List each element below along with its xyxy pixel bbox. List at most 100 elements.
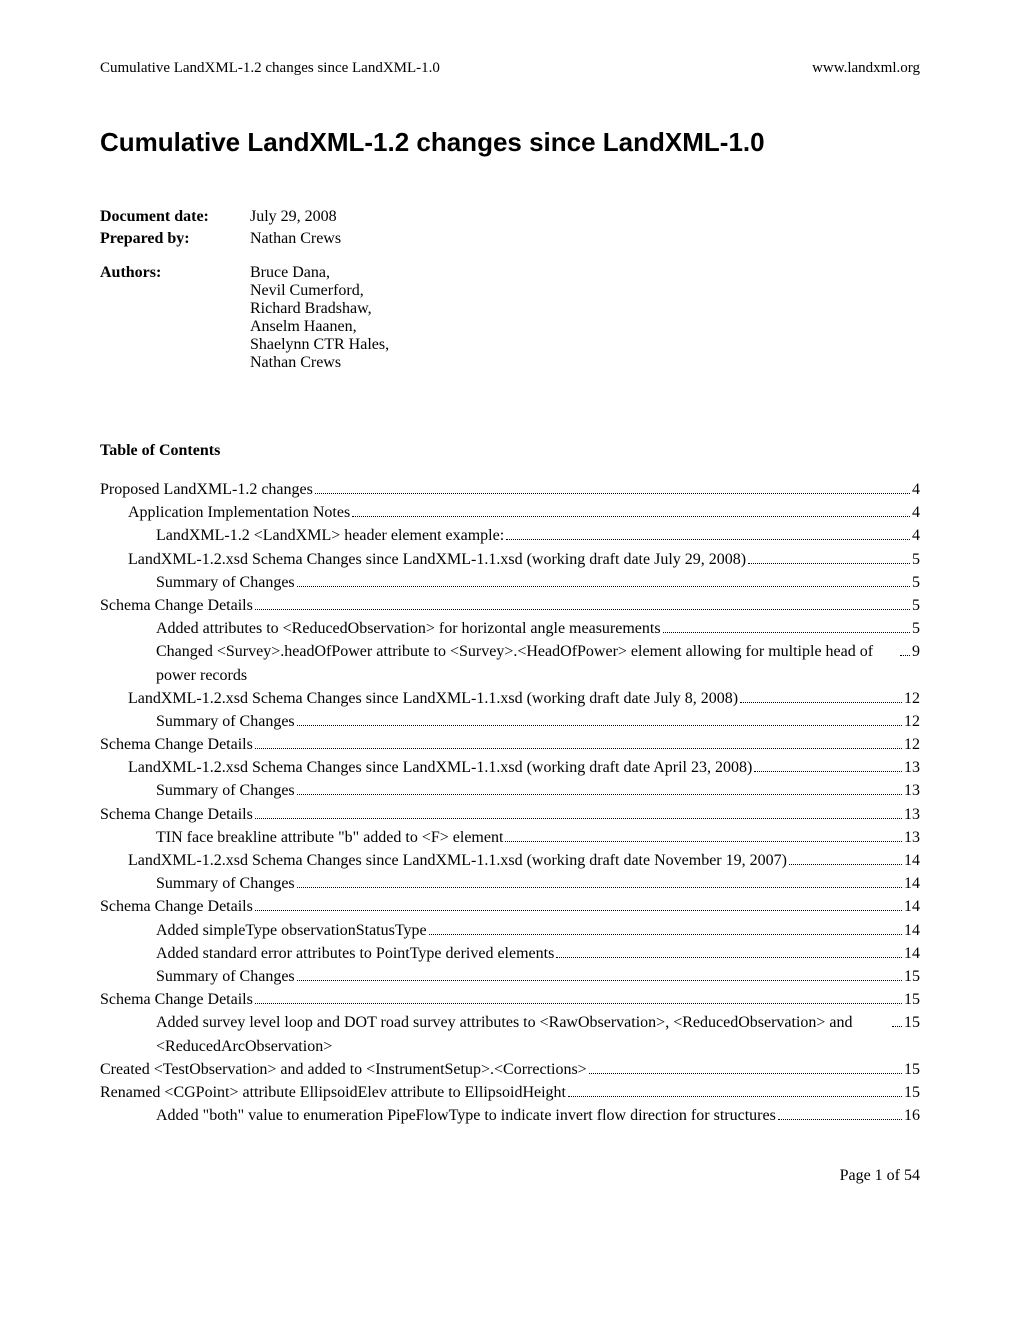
toc-entry: Added standard error attributes to Point… [100, 942, 920, 965]
toc-dots [297, 794, 902, 795]
toc-entry-page: 5 [912, 594, 920, 617]
toc-entry-page: 15 [904, 988, 920, 1011]
toc-entry-page: 15 [904, 1058, 920, 1081]
toc-dots [255, 910, 902, 911]
toc-entry-title: Schema Change Details [100, 803, 253, 826]
toc-entry-title: Added survey level loop and DOT road sur… [156, 1011, 890, 1057]
toc-entry-page: 4 [912, 501, 920, 524]
toc-dots [754, 771, 902, 772]
toc-dots [778, 1119, 902, 1120]
toc-entry: Created <TestObservation> and added to <… [100, 1058, 920, 1081]
toc-entry-title: Schema Change Details [100, 594, 253, 617]
toc-dots [748, 563, 910, 564]
toc-dots [297, 887, 902, 888]
toc-entry: LandXML-1.2.xsd Schema Changes since Lan… [100, 849, 920, 872]
authors-label: Authors: [100, 264, 250, 372]
toc-entry-title: Added attributes to <ReducedObservation>… [156, 617, 661, 640]
prepared-by-value: Nathan Crews [250, 230, 341, 248]
toc-entry-title: LandXML-1.2 <LandXML> header element exa… [156, 524, 504, 547]
toc-entry-page: 5 [912, 548, 920, 571]
toc-entry: Schema Change Details 13 [100, 803, 920, 826]
toc-entry: Application Implementation Notes 4 [100, 501, 920, 524]
toc-dots [505, 841, 902, 842]
toc-entry: Schema Change Details 15 [100, 988, 920, 1011]
toc-entry-title: Proposed LandXML-1.2 changes [100, 478, 313, 501]
toc-entry-page: 15 [904, 965, 920, 988]
toc-entry-page: 14 [904, 895, 920, 918]
toc-entry-title: Summary of Changes [156, 779, 295, 802]
toc-entry-title: LandXML-1.2.xsd Schema Changes since Lan… [128, 548, 746, 571]
toc-dots [297, 980, 902, 981]
toc-dots [255, 748, 902, 749]
toc-entry: Changed <Survey>.headOfPower attribute t… [100, 640, 920, 686]
toc-dots [589, 1073, 902, 1074]
toc-entry-title: Summary of Changes [156, 965, 295, 988]
toc-entry-title: LandXML-1.2.xsd Schema Changes since Lan… [128, 687, 738, 710]
toc-entry-page: 14 [904, 872, 920, 895]
toc-entry-page: 4 [912, 524, 920, 547]
header-right: www.landxml.org [812, 60, 920, 77]
toc-entry-title: LandXML-1.2.xsd Schema Changes since Lan… [128, 849, 787, 872]
toc-entry-page: 15 [904, 1081, 920, 1104]
toc-entry-title: TIN face breakline attribute "b" added t… [156, 826, 503, 849]
toc-dots [506, 539, 910, 540]
toc-entry-title: Application Implementation Notes [128, 501, 350, 524]
toc-entry-page: 16 [904, 1104, 920, 1127]
toc-entry-page: 15 [904, 1011, 920, 1034]
toc-dots [352, 516, 910, 517]
toc-dots [892, 1026, 902, 1027]
toc-entry-page: 9 [912, 640, 920, 663]
toc-entry: Schema Change Details 5 [100, 594, 920, 617]
toc-entry-page: 4 [912, 478, 920, 501]
toc-entry: Summary of Changes5 [100, 571, 920, 594]
toc-entry: Summary of Changes 14 [100, 872, 920, 895]
toc-entry: Renamed <CGPoint> attribute EllipsoidEle… [100, 1081, 920, 1104]
document-title: Cumulative LandXML-1.2 changes since Lan… [100, 127, 920, 158]
page-footer: Page 1 of 54 [100, 1167, 920, 1185]
toc-dots [789, 864, 902, 865]
toc-entry: LandXML-1.2.xsd Schema Changes since Lan… [100, 548, 920, 571]
toc-entry-page: 13 [904, 756, 920, 779]
toc-entry: Proposed LandXML-1.2 changes 4 [100, 478, 920, 501]
toc-dots [255, 609, 910, 610]
prepared-by-label: Prepared by: [100, 230, 250, 248]
toc-entry-title: Schema Change Details [100, 988, 253, 1011]
toc-dots [297, 725, 902, 726]
table-of-contents: Proposed LandXML-1.2 changes4Application… [100, 478, 920, 1127]
toc-entry-title: Schema Change Details [100, 733, 253, 756]
toc-entry-page: 13 [904, 826, 920, 849]
toc-entry-title: Summary of Changes [156, 872, 295, 895]
toc-dots [900, 655, 910, 656]
toc-entry-title: Added "both" value to enumeration PipeFl… [156, 1104, 776, 1127]
toc-entry-page: 5 [912, 617, 920, 640]
toc-entry: Schema Change Details 12 [100, 733, 920, 756]
toc-dots [429, 934, 902, 935]
toc-entry: Summary of Changes 13 [100, 779, 920, 802]
toc-entry-page: 13 [904, 779, 920, 802]
prepared-by-row: Prepared by: Nathan Crews [100, 230, 920, 248]
toc-dots [568, 1096, 902, 1097]
toc-dots [556, 957, 902, 958]
authors-row: Authors: Bruce Dana, Nevil Cumerford, Ri… [100, 264, 920, 372]
toc-entry-title: Changed <Survey>.headOfPower attribute t… [156, 640, 898, 686]
toc-entry: LandXML-1.2 <LandXML> header element exa… [100, 524, 920, 547]
toc-entry-page: 12 [904, 710, 920, 733]
toc-entry-page: 14 [904, 942, 920, 965]
toc-entry: Summary of Changes 15 [100, 965, 920, 988]
document-date-value: July 29, 2008 [250, 208, 337, 226]
page-header: Cumulative LandXML-1.2 changes since Lan… [100, 60, 920, 77]
toc-dots [255, 1003, 902, 1004]
toc-entry-page: 13 [904, 803, 920, 826]
document-date-label: Document date: [100, 208, 250, 226]
toc-dots [740, 702, 902, 703]
toc-entry-page: 14 [904, 919, 920, 942]
toc-entry-title: Summary of Changes [156, 710, 295, 733]
toc-entry-page: 12 [904, 733, 920, 756]
toc-entry-page: 5 [912, 571, 920, 594]
toc-dots [315, 493, 910, 494]
toc-entry-title: Schema Change Details [100, 895, 253, 918]
toc-heading: Table of Contents [100, 442, 920, 460]
toc-entry-page: 14 [904, 849, 920, 872]
toc-entry: LandXML-1.2.xsd Schema Changes since Lan… [100, 687, 920, 710]
toc-entry: TIN face breakline attribute "b" added t… [100, 826, 920, 849]
